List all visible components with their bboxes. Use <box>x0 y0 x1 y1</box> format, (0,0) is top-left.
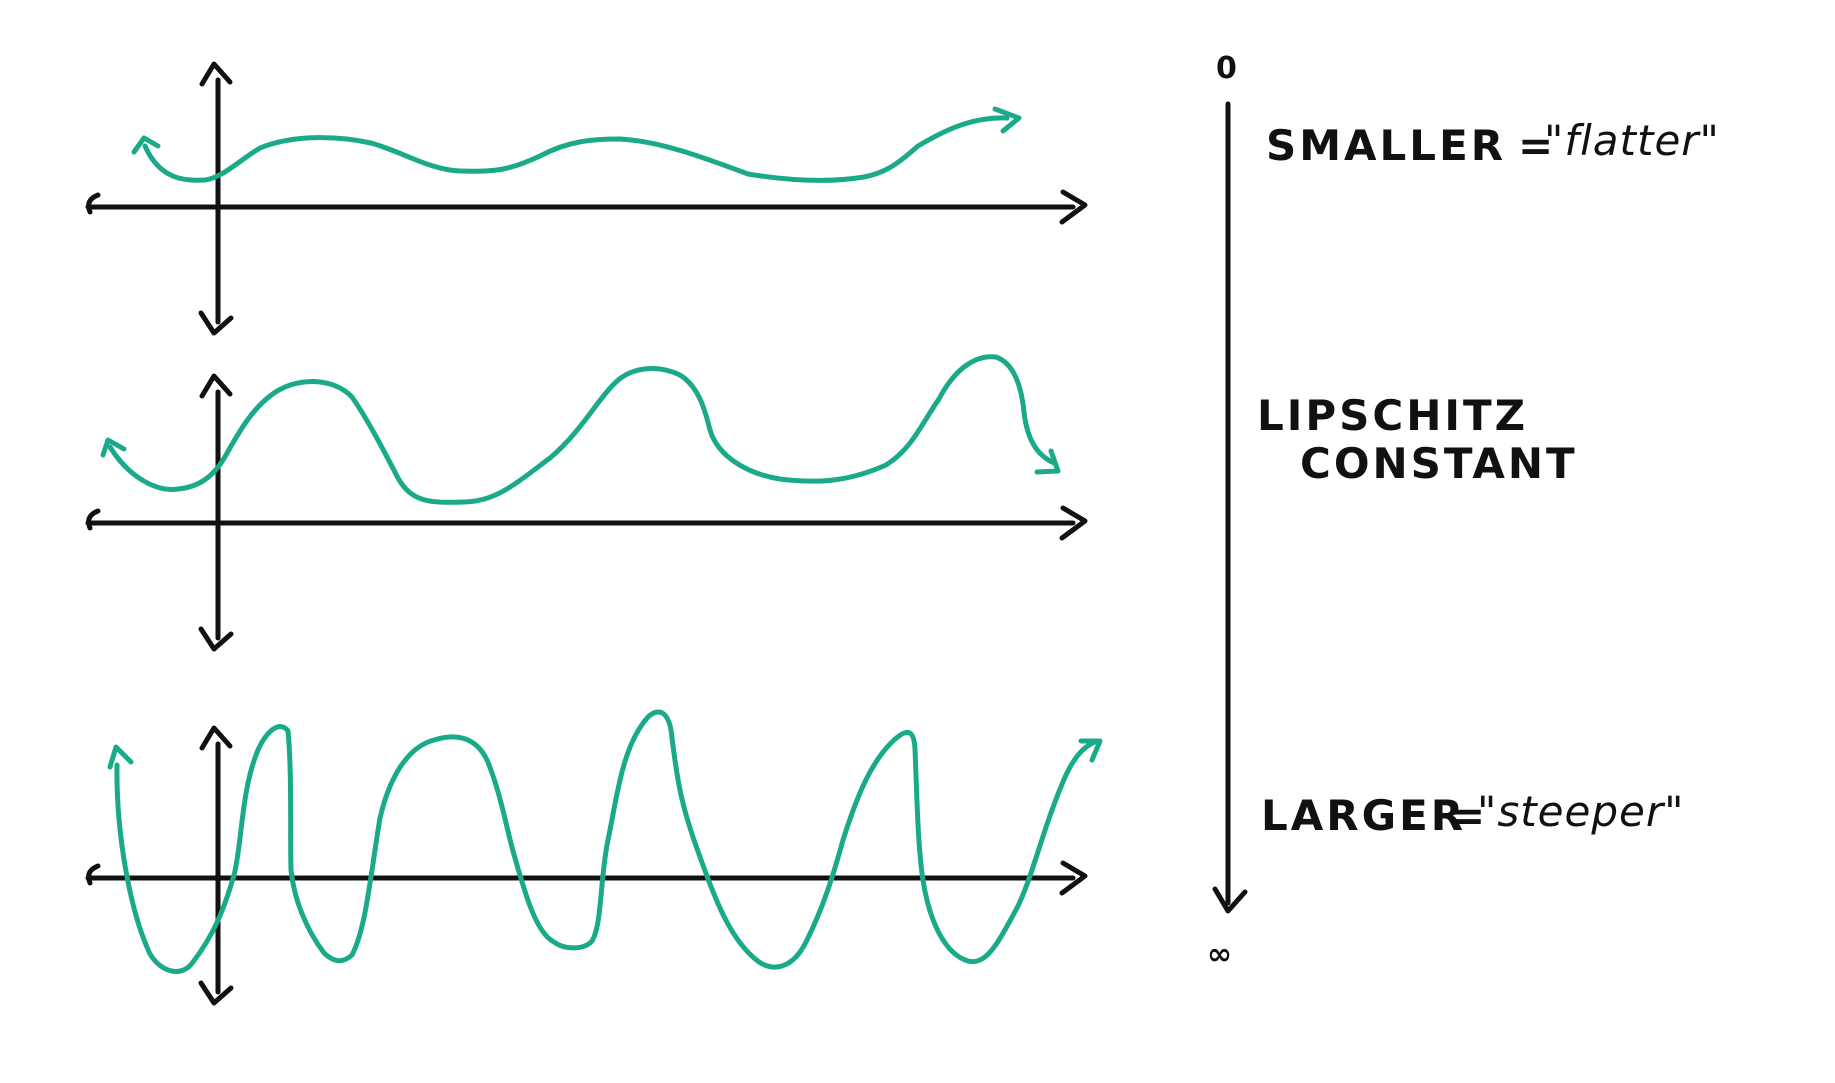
graph-3-x-arrow-left <box>86 863 101 886</box>
larger-equals: = <box>1450 791 1488 840</box>
graph-1-function-line <box>142 115 1010 183</box>
graph-2-curve-arrow-right <box>1034 448 1061 475</box>
smaller-equals: = <box>1518 121 1556 170</box>
graph-1-curve-arrow-right <box>992 106 1022 134</box>
graph-3-function-line <box>114 709 1100 974</box>
smaller-description: "flatter" <box>1544 116 1720 165</box>
graph-2-curve-arrow-left <box>100 437 127 458</box>
lipschitz-scale: 0 ∞ LIPSCHITZ CONSTANT <box>1207 51 1578 972</box>
graph-2-y-arrow-bottom <box>198 626 234 652</box>
graph-1-curve-arrow-left <box>131 135 161 155</box>
graph-1-axes <box>85 61 1088 336</box>
graph-3-curve-arrow-left <box>107 744 134 770</box>
graph-1-x-arrow-right <box>1059 189 1088 225</box>
graph-2-x-arrow-right <box>1059 505 1088 541</box>
scale-top-label: 0 <box>1216 51 1239 86</box>
graph-3-y-arrow-bottom <box>198 980 234 1006</box>
graph-2-axes <box>85 373 1088 652</box>
smaller-note: SMALLER = "flatter" <box>1266 116 1720 170</box>
larger-note: LARGER = "steeper" <box>1261 787 1684 840</box>
graph-1-curve <box>131 106 1022 183</box>
scale-arrow-down <box>1212 886 1248 914</box>
graph-1-y-arrow-top <box>199 61 233 87</box>
graph-2-function-line <box>107 354 1057 505</box>
graph-3-x-arrow-right <box>1059 860 1088 896</box>
graph-2-x-arrow-left <box>86 508 101 531</box>
scale-title-line-2: CONSTANT <box>1300 439 1578 488</box>
graph-3-y-arrow-top <box>199 725 233 751</box>
graph-1-x-arrow-left <box>86 192 101 215</box>
larger-label: LARGER <box>1261 791 1466 840</box>
larger-description: "steeper" <box>1477 787 1684 836</box>
graph-1-y-arrow-bottom <box>198 310 234 336</box>
graph-3-axes <box>85 725 1088 1006</box>
graph-3-curve-arrow-right <box>1078 738 1103 763</box>
graph-2-curve <box>100 354 1061 505</box>
scale-title-line-1: LIPSCHITZ <box>1257 391 1528 440</box>
graph-2-y-arrow-top <box>199 373 233 399</box>
smaller-label: SMALLER <box>1266 121 1506 170</box>
scale-bottom-label: ∞ <box>1207 937 1234 972</box>
graph-3-curve <box>107 709 1103 974</box>
